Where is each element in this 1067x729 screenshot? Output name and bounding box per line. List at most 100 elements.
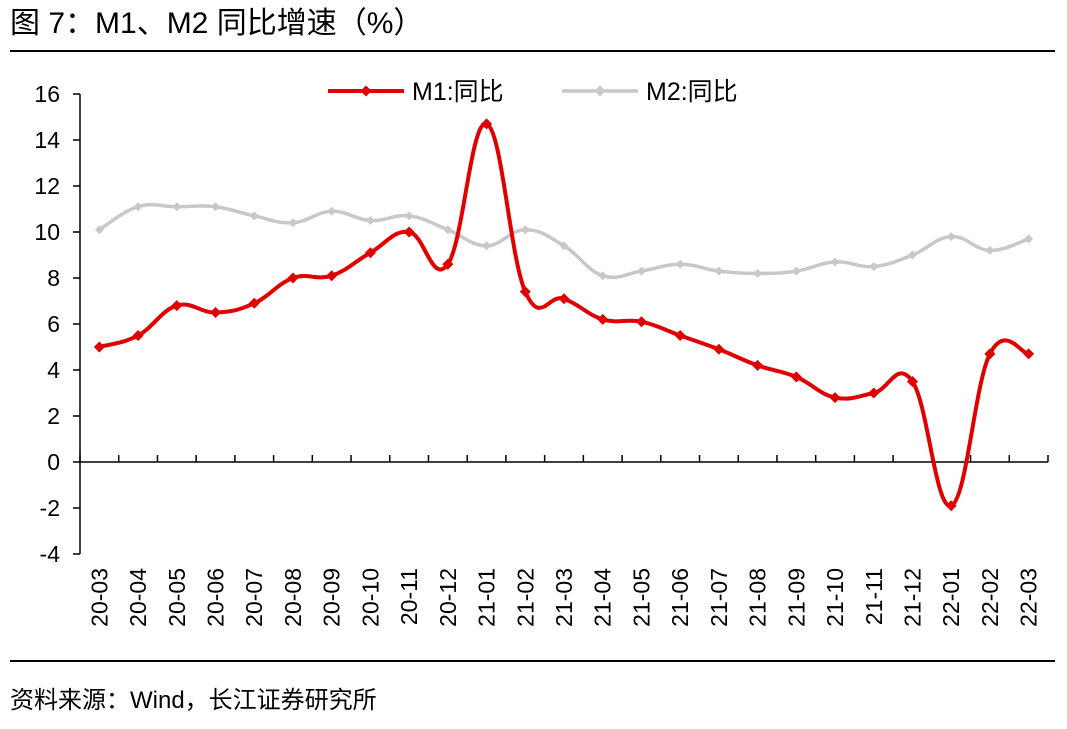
data-point-m2 (404, 211, 414, 221)
legend-marker-m1 (360, 85, 372, 97)
data-point-m1 (674, 330, 686, 341)
x-tick-label: 20-03 (86, 568, 112, 627)
data-point-m2 (520, 225, 530, 235)
y-tick-label: -2 (40, 495, 60, 521)
data-point-m1 (442, 258, 454, 270)
data-point-m2 (133, 202, 143, 212)
data-point-m2 (598, 271, 608, 281)
data-point-m2 (94, 225, 104, 235)
data-point-m2 (830, 257, 840, 267)
x-tick-label: 21-05 (628, 568, 654, 627)
x-tick-label: 21-08 (745, 568, 771, 627)
data-point-m1 (829, 392, 841, 404)
y-tick-label: 6 (47, 311, 60, 337)
data-point-m2 (985, 245, 995, 255)
data-point-m2 (675, 259, 685, 269)
data-point-m1 (635, 316, 647, 328)
top-rule (10, 50, 1055, 52)
x-tick-label: 21-04 (590, 568, 616, 627)
x-tick-label: 21-09 (783, 568, 809, 627)
x-tick-label: 22-03 (1016, 568, 1042, 627)
data-point-m1 (906, 376, 918, 387)
x-tick-label: 21-01 (474, 568, 500, 627)
x-tick-label: 21-06 (667, 568, 693, 627)
y-tick-label: 10 (34, 219, 60, 245)
data-point-m1 (132, 330, 144, 341)
data-point-m2 (482, 241, 492, 251)
x-tick-label: 20-08 (280, 568, 306, 627)
x-tick-label: 20-11 (396, 568, 422, 625)
y-tick-label: 14 (34, 127, 60, 153)
x-tick-label: 22-01 (938, 568, 964, 627)
data-point-m2 (211, 202, 221, 212)
x-tick-label: 21-12 (899, 568, 925, 627)
bottom-rule (10, 660, 1055, 662)
data-point-m2 (365, 216, 375, 225)
x-tick-label: 20-07 (241, 568, 267, 627)
data-point-m1 (210, 307, 222, 318)
y-tick-label: 8 (47, 265, 60, 291)
x-tick-label: 21-11 (861, 568, 887, 625)
data-point-m1 (364, 247, 376, 259)
source-note: 资料来源：Wind，长江证券研究所 (10, 687, 377, 714)
x-tick-label: 20-12 (435, 568, 461, 627)
data-point-m2 (559, 241, 569, 251)
x-tick-label: 20-06 (203, 568, 229, 627)
data-point-m1 (597, 313, 609, 325)
data-point-m1 (481, 118, 493, 130)
legend-label-m1: M1:同比 (412, 78, 504, 106)
legend: M1:同比 M2:同比 (328, 78, 738, 106)
data-point-m1 (326, 270, 338, 282)
data-point-m2 (172, 202, 182, 212)
series-line-m2 (97, 202, 1031, 280)
data-point-m1 (93, 341, 105, 353)
legend-label-m2: M2:同比 (646, 78, 738, 106)
y-tick-label: -4 (40, 541, 61, 567)
data-point-m2 (636, 266, 646, 276)
y-tick-label: 16 (34, 81, 60, 107)
x-tick-label: 20-09 (319, 568, 345, 627)
data-point-m2 (327, 206, 337, 216)
series-line-m1 (97, 121, 1031, 508)
data-point-m2 (869, 262, 879, 271)
data-point-m2 (791, 266, 801, 276)
x-tick-label: 20-05 (164, 568, 190, 627)
x-tick-label: 22-02 (977, 568, 1003, 627)
data-point-m2 (249, 211, 259, 221)
data-point-m2 (714, 266, 724, 276)
data-point-m1 (403, 226, 415, 238)
x-tick-label: 20-04 (125, 568, 151, 627)
figure-title: 图 7：M1、M2 同比增速（%） (10, 7, 424, 40)
data-point-m2 (946, 232, 956, 242)
x-tick-label: 20-10 (357, 568, 383, 627)
data-point-m1 (171, 300, 183, 312)
data-point-m1 (868, 387, 880, 399)
x-tick-label: 21-10 (822, 568, 848, 627)
y-tick-label: 2 (47, 403, 60, 429)
data-point-m2 (753, 268, 763, 278)
x-tick-label: 21-07 (706, 568, 732, 627)
data-point-m1 (713, 343, 725, 355)
series-lines (93, 118, 1035, 512)
data-point-m1 (790, 371, 802, 383)
axes: 16 14 12 10 8 6 4 2 0 -2 -4 20-03 20-04 20-05 20-06 20-… (34, 81, 1049, 627)
data-point-m2 (1024, 234, 1034, 244)
data-point-m1 (519, 286, 531, 298)
data-point-m2 (907, 250, 917, 260)
data-point-m1 (984, 348, 996, 360)
legend-marker-m2 (594, 85, 606, 97)
y-tick-label: 0 (47, 449, 60, 475)
data-point-m1 (752, 359, 764, 371)
data-point-m1 (558, 293, 570, 305)
y-tick-label: 12 (34, 173, 60, 199)
data-point-m1 (1023, 348, 1035, 360)
data-point-m1 (945, 500, 957, 512)
y-tick-label: 4 (47, 357, 60, 383)
data-point-m2 (443, 225, 453, 235)
data-point-m2 (288, 218, 298, 228)
x-tick-label: 21-03 (551, 568, 577, 627)
data-point-m1 (248, 297, 260, 309)
data-point-m1 (287, 272, 299, 284)
x-tick-label: 21-02 (512, 568, 538, 627)
